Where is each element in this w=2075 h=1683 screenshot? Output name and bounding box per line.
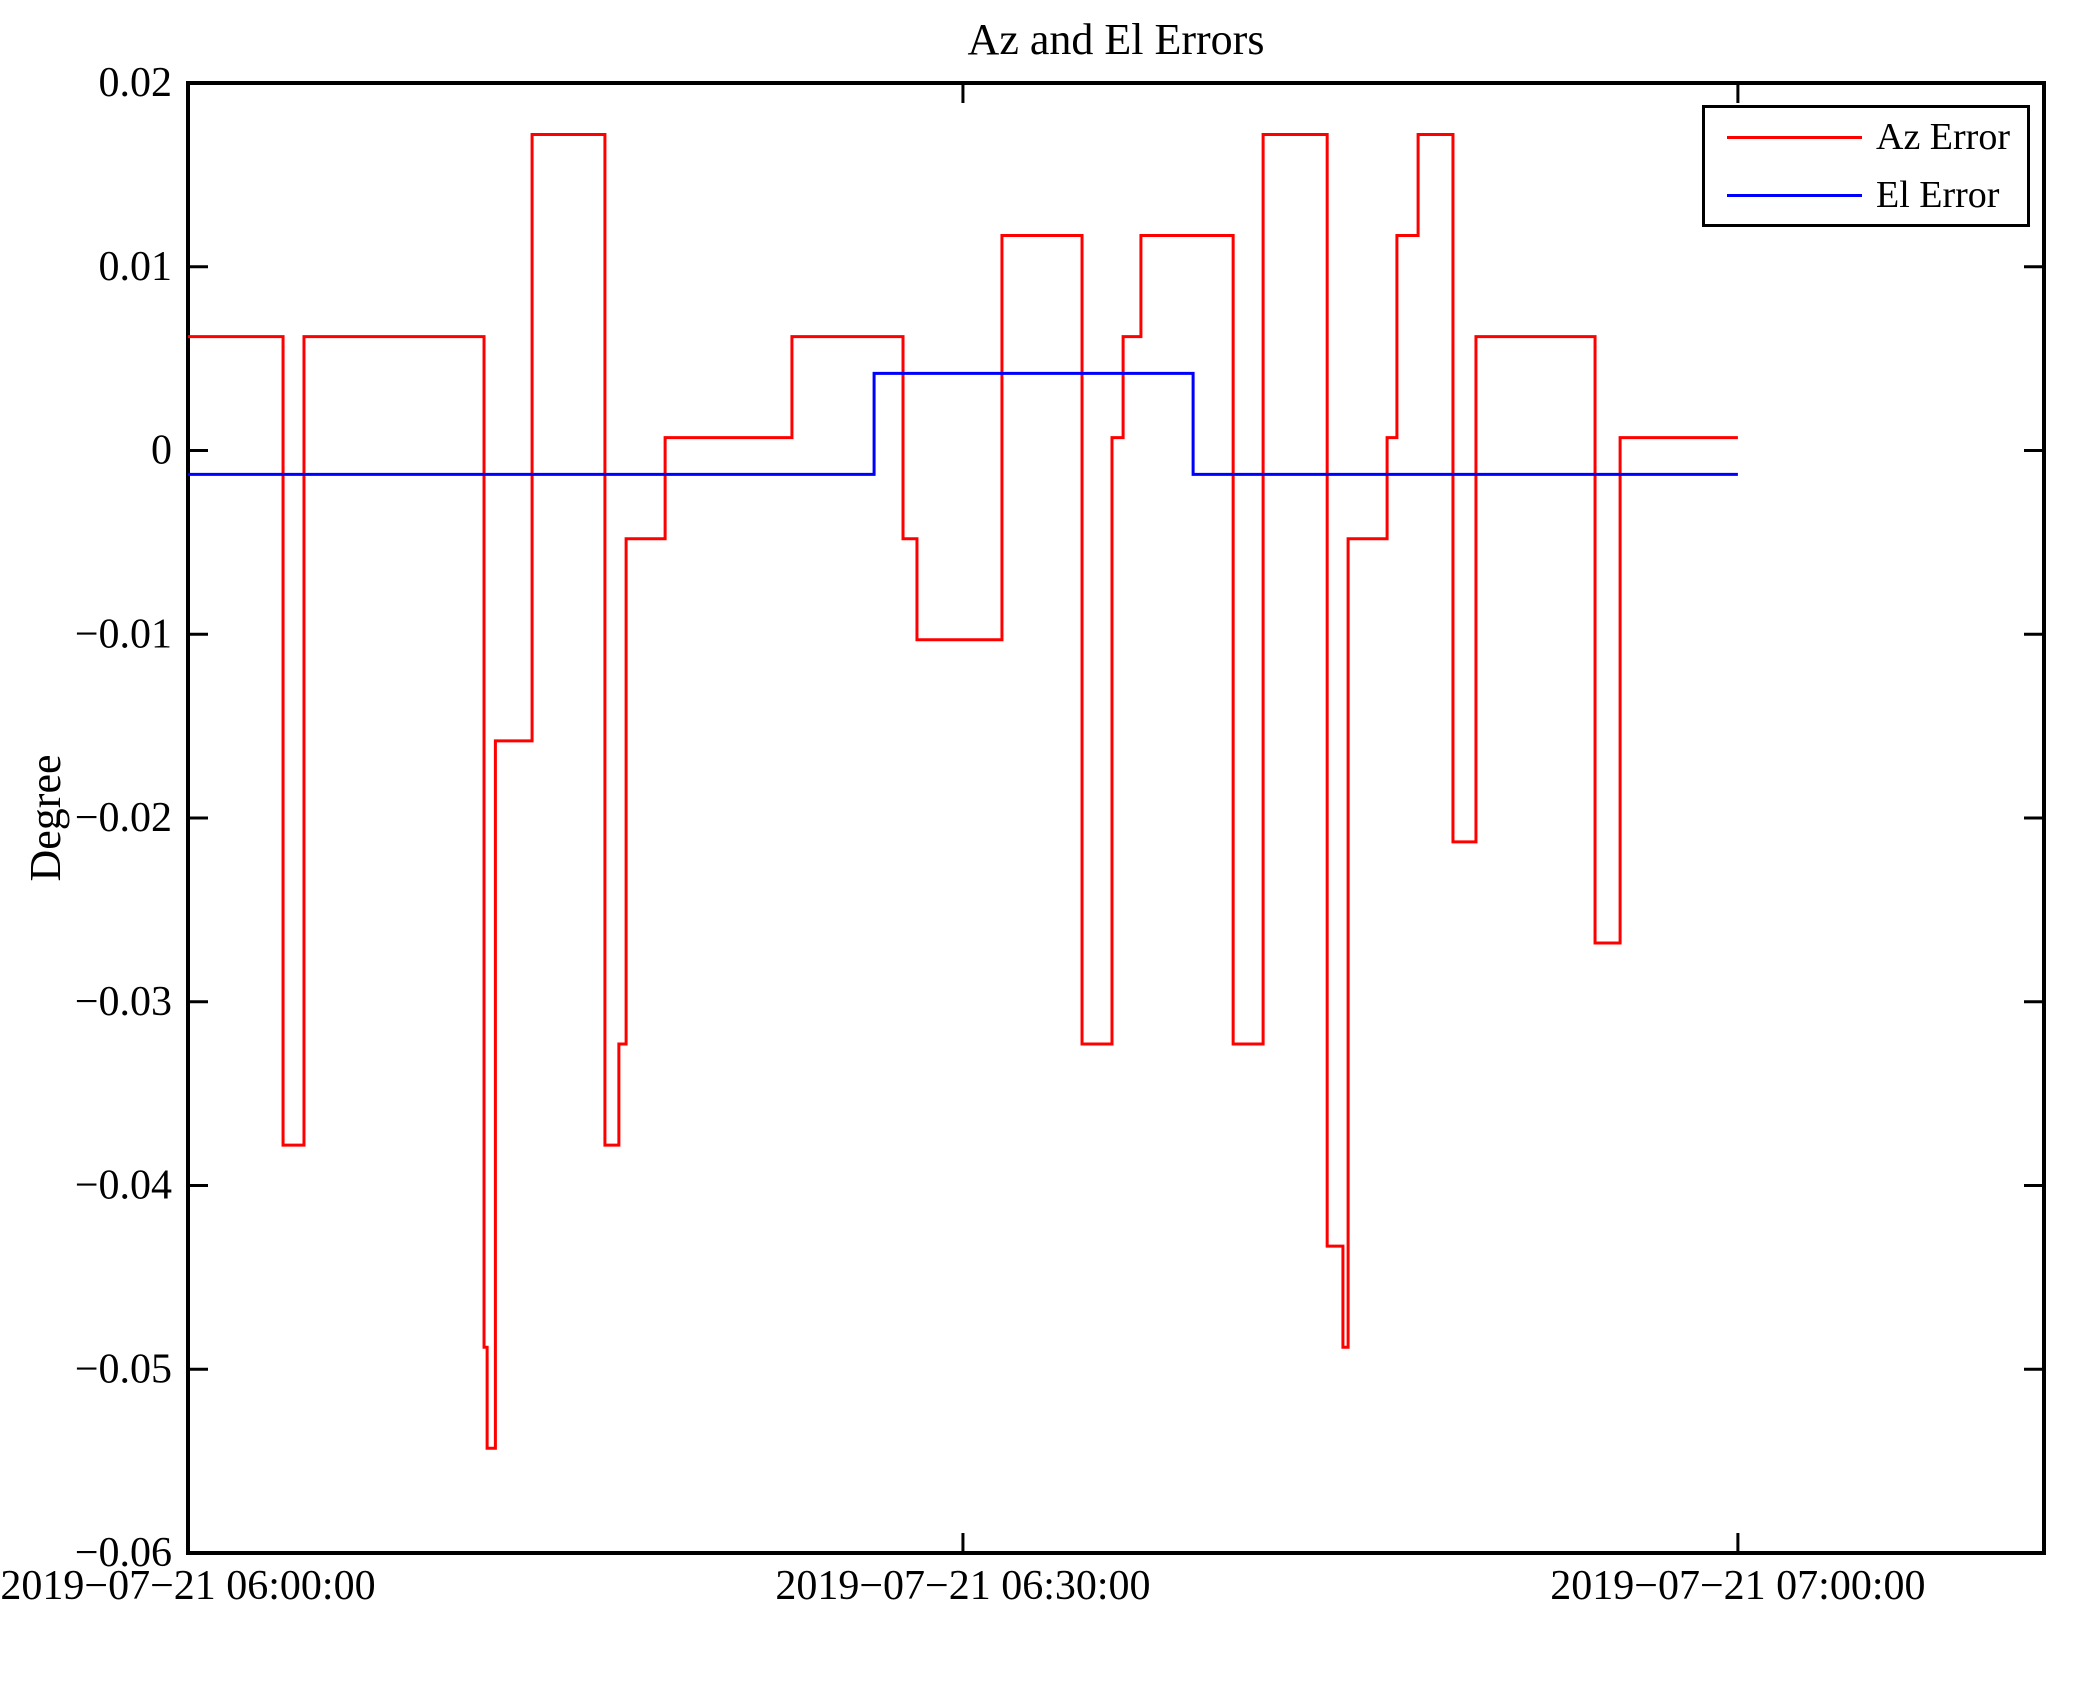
legend-label-az-error: Az Error bbox=[1876, 116, 2010, 158]
series-line-az-error bbox=[188, 132, 1738, 1450]
y-tick-label: −0.06 bbox=[75, 1530, 172, 1576]
y-tick-label: 0.01 bbox=[99, 244, 173, 290]
legend-label-el-error: El Error bbox=[1876, 174, 2000, 216]
axes-frame bbox=[186, 81, 2046, 1555]
y-tick-label: 0 bbox=[151, 428, 172, 474]
y-tick-label: −0.04 bbox=[75, 1163, 172, 1209]
az-error-line-sample bbox=[1727, 135, 1862, 139]
y-tick-label: 0.02 bbox=[99, 60, 173, 106]
y-tick-label: −0.02 bbox=[75, 795, 172, 841]
x-tick-label: 2019−07−21 06:00:00 bbox=[0, 1563, 375, 1609]
legend: Az Error El Error bbox=[1702, 105, 2030, 227]
x-tick-label: 2019−07−21 06:30:00 bbox=[775, 1563, 1150, 1609]
y-tick-label: −0.05 bbox=[75, 1346, 172, 1392]
series-line-el-error bbox=[188, 371, 1738, 476]
x-tick-label: 2019−07−21 07:00:00 bbox=[1550, 1563, 1925, 1609]
y-tick-label: −0.01 bbox=[75, 611, 172, 657]
legend-item-el-error: El Error bbox=[1705, 166, 2027, 224]
legend-item-az-error: Az Error bbox=[1705, 108, 2027, 166]
el-error-line-sample bbox=[1727, 193, 1862, 197]
chart-title: Az and El Errors bbox=[967, 15, 1265, 64]
y-tick-label: −0.03 bbox=[75, 979, 172, 1025]
